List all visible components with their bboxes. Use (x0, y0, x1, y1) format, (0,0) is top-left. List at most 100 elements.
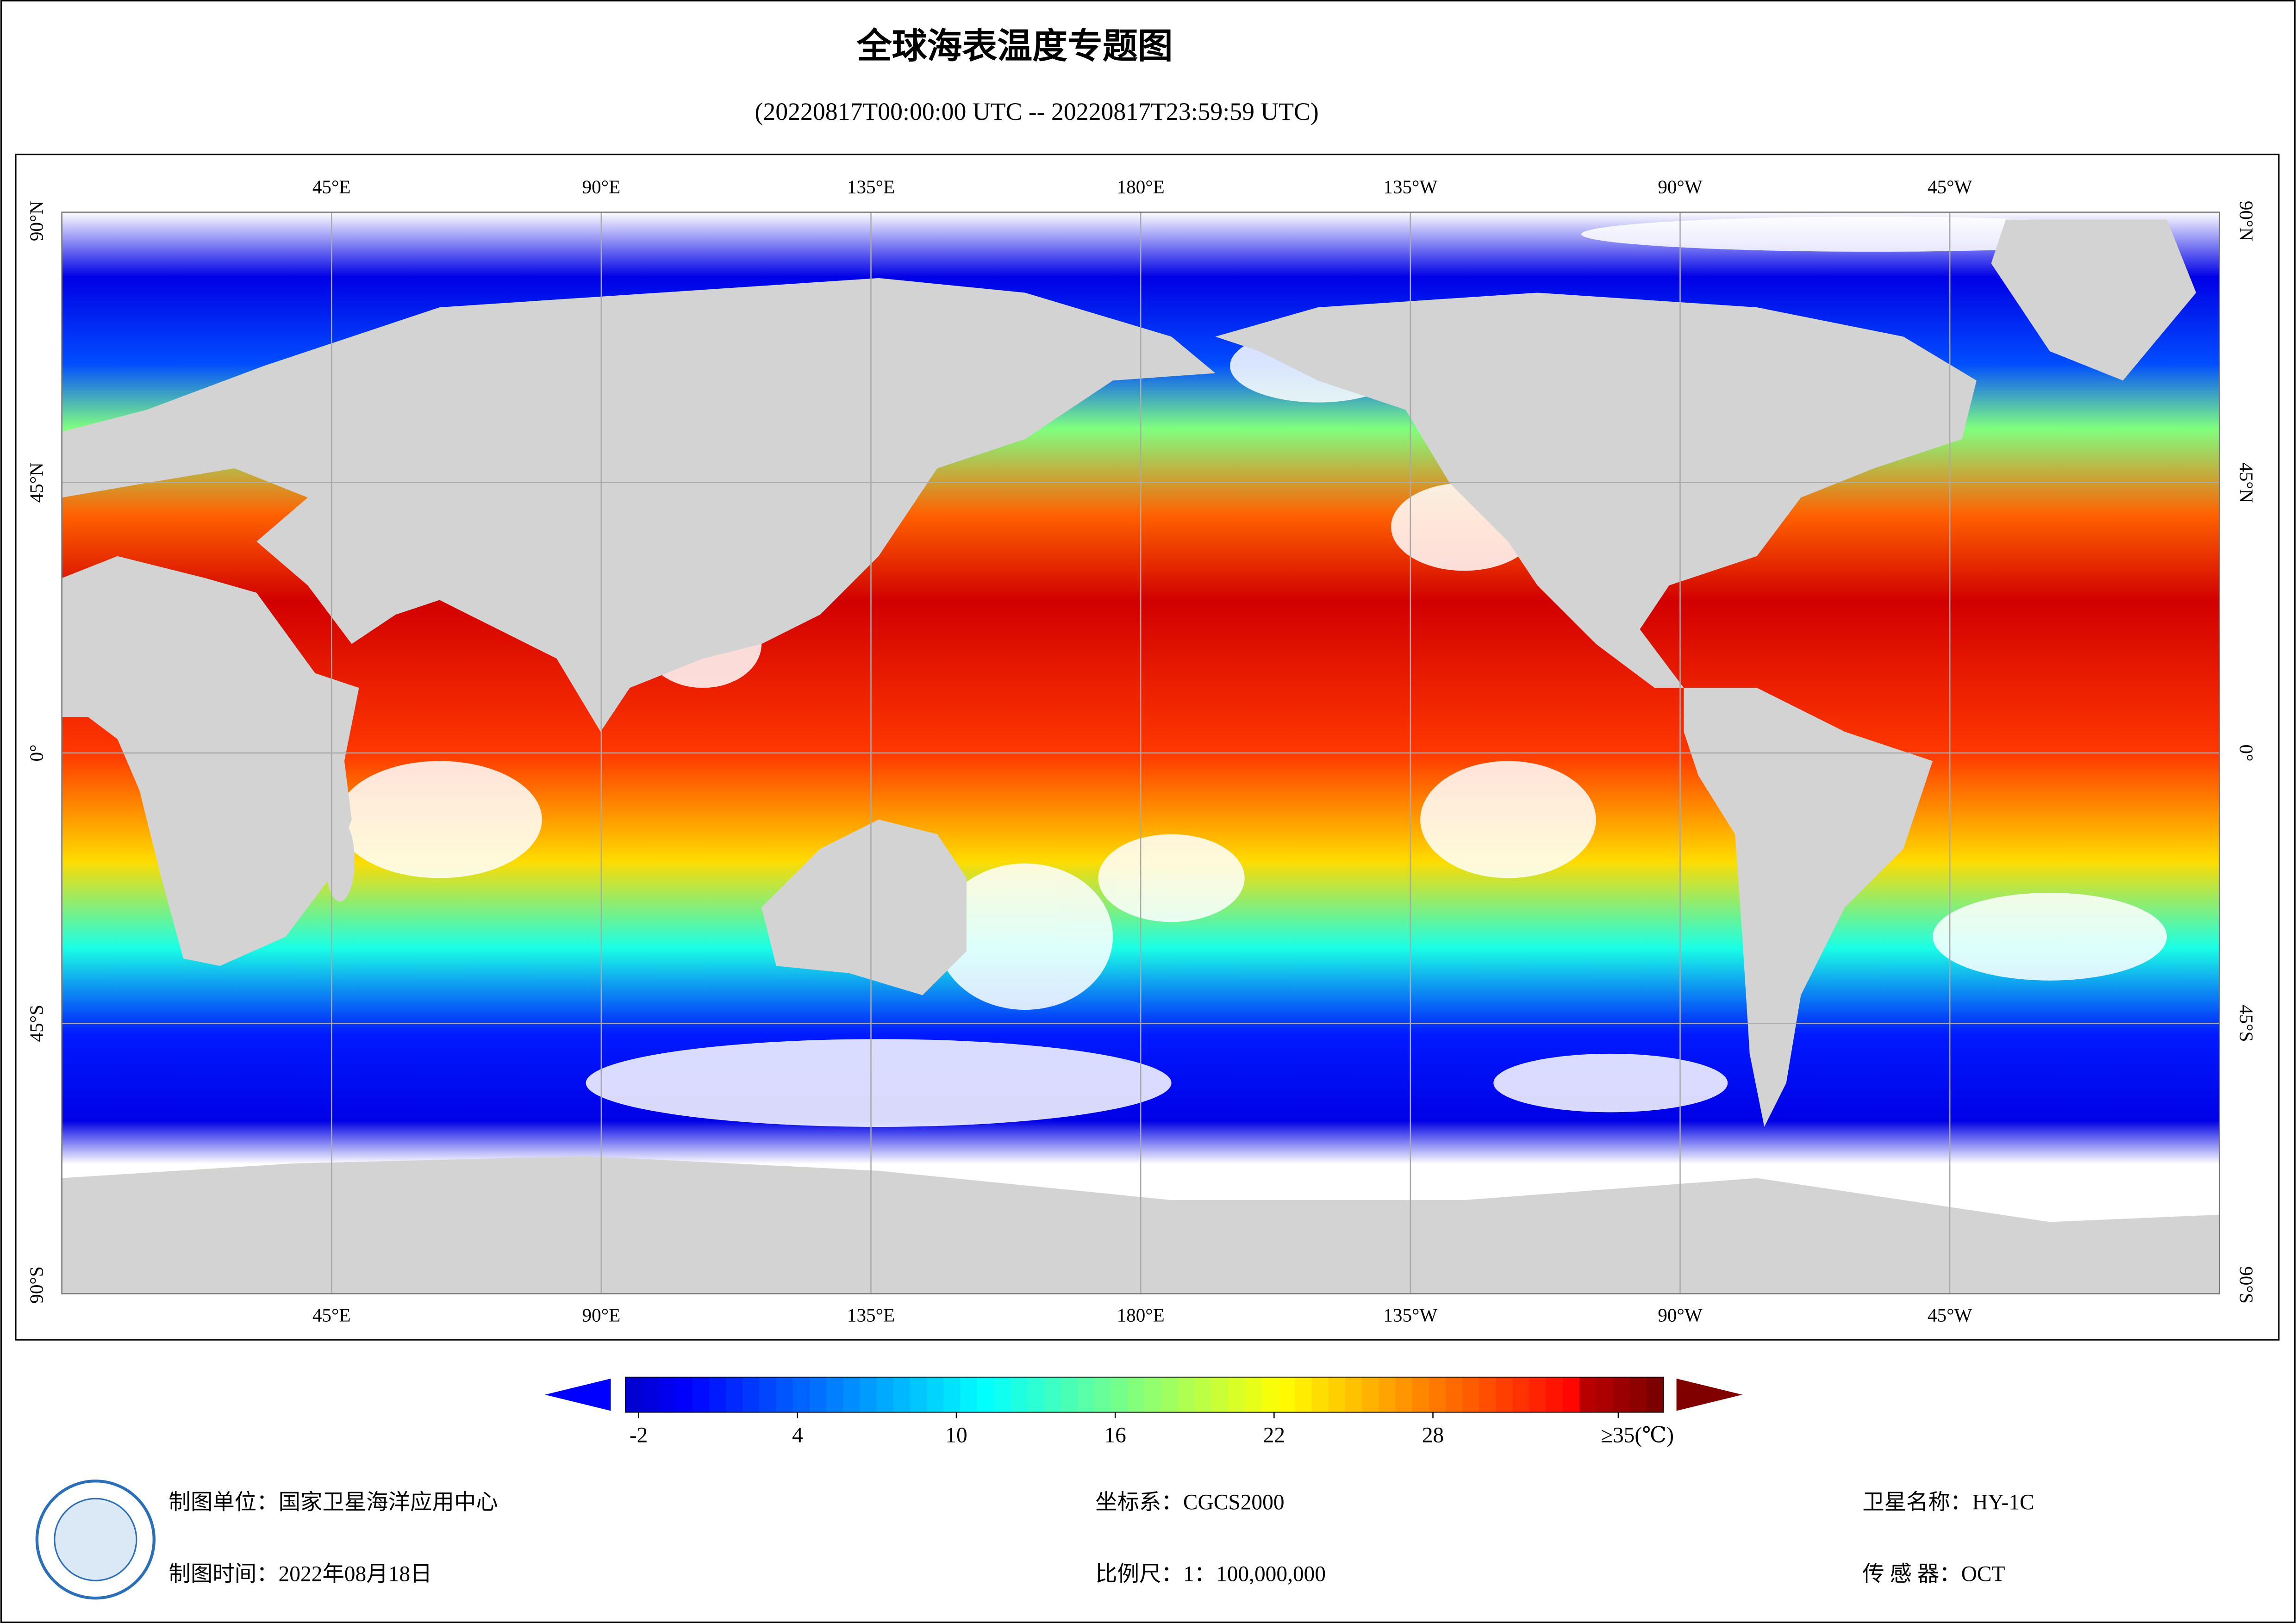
lat-tick-label-right: 45°N (2236, 462, 2257, 503)
map-border (61, 211, 2221, 1294)
colorbar-block (1328, 1377, 1346, 1412)
lat-tick-label-left: 90°N (25, 201, 47, 241)
australia (761, 819, 967, 995)
map-time: 制图时间：2022年08月18日 (168, 1562, 432, 1586)
colorbar-block (1010, 1377, 1028, 1412)
colorbar-block (1512, 1377, 1530, 1412)
lat-tick-label-left: 45°N (25, 462, 47, 503)
north-america (1215, 292, 1977, 688)
lon-tick-label-top: 45°E (312, 176, 351, 197)
lon-tick-label-top: 135°W (1383, 176, 1437, 197)
colorbar-block (1596, 1377, 1614, 1412)
scale: 比例尺：1：100,000,000 (1095, 1562, 1326, 1586)
colorbar-block (659, 1377, 676, 1412)
colorbar-border (625, 1376, 1664, 1413)
colorbar-block (1345, 1377, 1363, 1412)
lon-tick-label-top: 90°W (1658, 176, 1703, 197)
colorbar-block (1613, 1377, 1631, 1412)
colorbar-block (1245, 1377, 1262, 1412)
colorbar-block (1161, 1377, 1179, 1412)
colorbar-block (1379, 1377, 1396, 1412)
lon-tick-label-top: 135°E (847, 176, 895, 197)
colorbar-block (926, 1377, 944, 1412)
colorbar-block (893, 1377, 911, 1412)
map-area (62, 212, 2220, 1294)
colorbar-block (709, 1377, 727, 1412)
colorbar-block (843, 1377, 861, 1412)
colorbar-block (726, 1377, 743, 1412)
colorbar-block (1412, 1377, 1430, 1412)
eurasia (62, 278, 1216, 732)
colorbar-tick-label: 22 (1263, 1423, 1285, 1447)
colorbar-block (1228, 1377, 1246, 1412)
colorbar-block (1127, 1377, 1145, 1412)
lon-tick-label-bottom: 135°E (847, 1305, 895, 1326)
colorbar-block (1446, 1377, 1463, 1412)
lon-tick-label-top: 45°W (1928, 176, 1972, 197)
colorbar-block (1061, 1377, 1078, 1412)
colorbar-tick-label: 10 (945, 1423, 967, 1447)
colorbar-block (1094, 1377, 1112, 1412)
colorbar-tick-label: 28 (1422, 1423, 1444, 1447)
colorbar-block (1178, 1377, 1195, 1412)
colorbar-block (1629, 1377, 1647, 1412)
colorbar-block (1496, 1377, 1513, 1412)
colorbar-block (876, 1377, 894, 1412)
colorbar-tick-label: -2 (630, 1423, 648, 1447)
colorbar-block (860, 1377, 877, 1412)
crs: 坐标系：CGCS2000 (1095, 1491, 1284, 1515)
colorbar-block (943, 1377, 961, 1412)
colorbar-block (1429, 1377, 1447, 1412)
map-frame (15, 154, 2280, 1341)
producer: 制图单位：国家卫星海洋应用中心 (168, 1491, 498, 1515)
colorbar-block (977, 1377, 994, 1412)
colorbar-block (692, 1377, 710, 1412)
colorbar-block (1563, 1377, 1580, 1412)
colorbar-block (1144, 1377, 1162, 1412)
colorbar-block (960, 1377, 978, 1412)
colorbar-block (1579, 1377, 1597, 1412)
satellite: 卫星名称：HY-1C (1862, 1491, 2034, 1515)
lon-tick-label-bottom: 90°E (582, 1305, 621, 1326)
lat-tick-label-left: 45°S (25, 1005, 47, 1042)
colorbar-block (1077, 1377, 1095, 1412)
madagascar (325, 819, 355, 902)
colorbar-block (675, 1377, 693, 1412)
lon-tick-label-bottom: 45°E (312, 1305, 351, 1326)
colorbar-block (1362, 1377, 1379, 1412)
colorbar-block (1646, 1377, 1664, 1412)
lat-tick-label-left: 0° (25, 745, 47, 762)
colorbar-block (1479, 1377, 1497, 1412)
sensor: 传 感 器：OCT (1862, 1562, 2005, 1586)
colorbar-block (642, 1377, 660, 1412)
colorbar-block (1111, 1377, 1129, 1412)
colorbar-block (809, 1377, 827, 1412)
colorbar-block (993, 1377, 1011, 1412)
colorbar-tick-label: 16 (1104, 1423, 1126, 1447)
greenland (1991, 219, 2196, 381)
lat-tick-label-right: 0° (2236, 745, 2257, 762)
colorbar-block (1462, 1377, 1480, 1412)
lon-tick-label-bottom: 90°W (1658, 1305, 1703, 1326)
colorbar-block (1311, 1377, 1329, 1412)
colorbar-block (1027, 1377, 1045, 1412)
lat-tick-label-right: 90°S (2236, 1266, 2257, 1303)
colorbar-block (910, 1377, 928, 1412)
colorbar-block (1278, 1377, 1296, 1412)
colorbar-block (625, 1377, 643, 1412)
colorbar-tick-label: 4 (792, 1423, 803, 1447)
colorbar-block (826, 1377, 844, 1412)
colorbar-block (792, 1377, 811, 1412)
lat-tick-label-left: 90°S (25, 1266, 47, 1303)
colorbar-block (776, 1377, 793, 1412)
colorbar-high-arrow (1676, 1378, 1742, 1411)
logo-globe (54, 1498, 137, 1581)
colorbar-tick-label: ≥35(℃) (1601, 1423, 1674, 1447)
title: 全球海表温度专题图 (856, 25, 1173, 66)
colorbar-block (1546, 1377, 1564, 1412)
colorbar-block (1044, 1377, 1061, 1412)
colorbar-block (1211, 1377, 1229, 1412)
south-america (1684, 688, 1933, 1127)
colorbar-block (1529, 1377, 1547, 1412)
